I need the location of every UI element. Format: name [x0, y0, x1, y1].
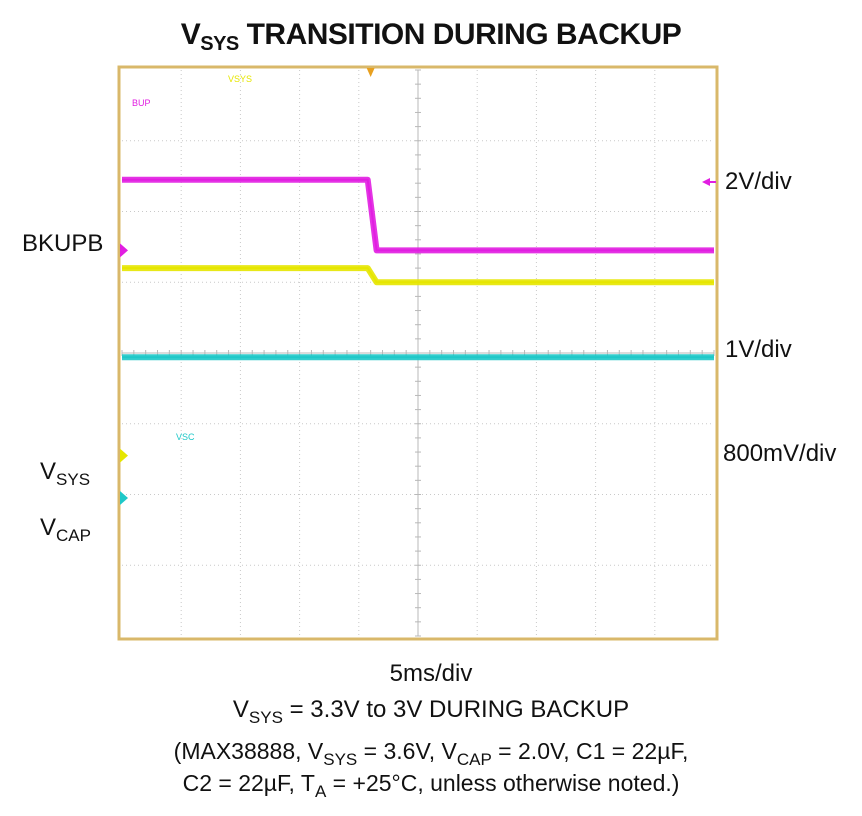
scale-ch1: 2V/div	[725, 168, 792, 195]
scale-pointer-ch1	[702, 178, 710, 186]
conditions-line-2: C2 = 22µF, TA = +25°C, unless otherwise …	[182, 770, 680, 801]
chart-title: VSYS TRANSITION DURING BACKUP	[180, 18, 682, 55]
trace-core-vsys	[122, 267, 714, 284]
conditions-line-1: (MAX38888, VSYS = 3.6V, VCAP = 2.0V, C1 …	[173, 738, 689, 769]
label-bkupb: BKUPB	[22, 230, 104, 257]
scale-ch2: 1V/div	[725, 336, 792, 363]
scale-ch3: 800mV/div	[723, 440, 837, 467]
screen-tag-vcap: VSC	[176, 432, 195, 442]
label-vcap: VCAP	[40, 514, 91, 545]
trigger-marker	[366, 68, 375, 77]
label-vsys: VSYS	[40, 458, 91, 489]
marker-vsys	[120, 448, 128, 463]
caption-line: VSYS = 3.3V to 3V DURING BACKUP	[232, 696, 630, 727]
trace-core-bkupb	[122, 178, 714, 252]
screen-tag-bkup: BUP	[132, 98, 151, 108]
marker-bkupb	[120, 243, 128, 258]
screen-tag-vsys: VSYS	[228, 74, 252, 84]
timebase-label: 5ms/div	[389, 660, 473, 687]
marker-vcap	[120, 491, 128, 506]
screen-border	[117, 65, 719, 641]
